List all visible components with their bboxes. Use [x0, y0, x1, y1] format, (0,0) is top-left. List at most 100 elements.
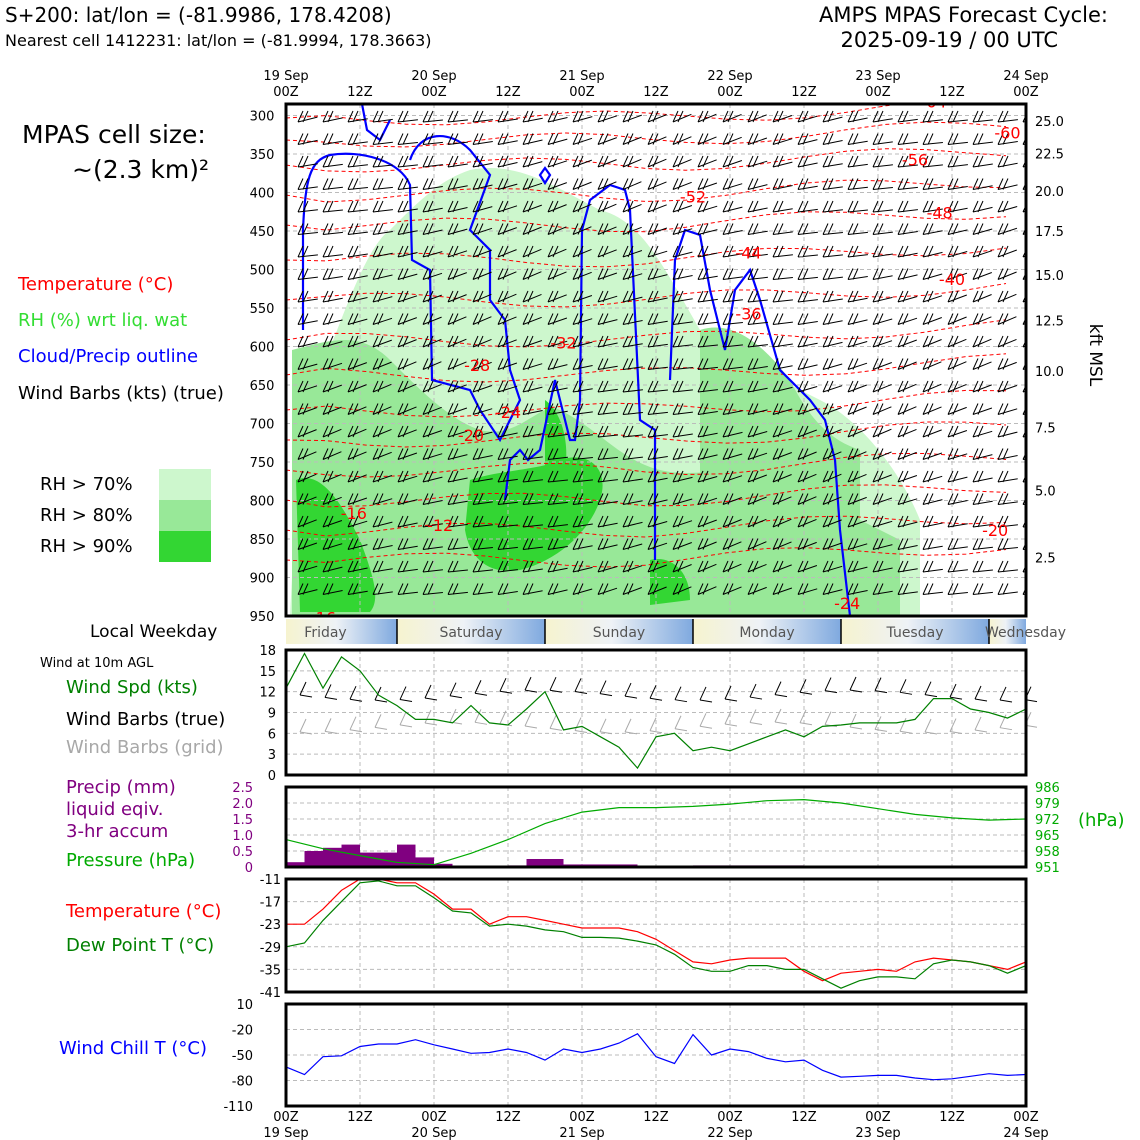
wind-barb — [972, 245, 993, 258]
wind-barb — [372, 133, 393, 145]
wind-barb — [722, 133, 742, 145]
kft-tick-label: 20.0 — [1035, 185, 1064, 200]
wind-barb — [647, 403, 668, 415]
wind-barb — [322, 178, 343, 190]
wind-barb — [822, 425, 842, 438]
wind-barb — [322, 493, 342, 505]
wind-barb — [372, 245, 393, 258]
wind-barb — [847, 335, 868, 348]
wind-speed-label: Wind Spd (kts) — [66, 677, 198, 698]
wind-barbs-grid-label: Wind Barbs (grid) — [66, 737, 224, 758]
wind-barb — [697, 313, 718, 325]
top-hour-label: 00Z — [717, 85, 743, 100]
wind-barb — [597, 448, 618, 460]
temperature-tick-label: -23 — [260, 918, 281, 933]
wind-barb — [922, 245, 943, 258]
wind-barb — [497, 313, 517, 325]
wind-barb — [697, 493, 718, 505]
wind-barb — [472, 380, 493, 393]
wind-barb — [622, 200, 642, 213]
wind-barb — [772, 290, 793, 303]
wind-barb — [522, 470, 543, 483]
wind-barb — [372, 470, 393, 483]
wind-barb — [697, 290, 718, 303]
wind-barb — [897, 583, 918, 595]
wind-barb — [597, 335, 618, 348]
wind-barb-true — [849, 676, 863, 693]
temperature-tick-label: -41 — [260, 986, 281, 1001]
wind-barb — [472, 313, 492, 325]
wind-barb — [422, 560, 443, 573]
wind-barb — [372, 290, 393, 303]
wind-barb — [322, 133, 343, 145]
wind-barb — [922, 515, 943, 528]
wind-barb — [397, 245, 418, 258]
wind-barb — [547, 178, 567, 190]
precip-tick-label: 0 — [245, 861, 253, 876]
wind-barb — [322, 290, 343, 303]
wind-barb — [372, 110, 393, 123]
wind-barb-true — [699, 686, 713, 703]
wind-barb — [772, 133, 793, 145]
wind-barb — [497, 200, 518, 213]
top-date-label: 22 Sep — [707, 69, 752, 84]
wind-barb — [347, 290, 368, 303]
wind-barb — [422, 493, 443, 505]
wind-barb — [997, 155, 1018, 168]
wind-barb — [422, 268, 443, 280]
wind-barb — [447, 380, 467, 393]
wind-barb — [297, 245, 318, 258]
wind-barb — [847, 560, 868, 573]
wind-barb — [472, 470, 493, 483]
wind-speed-tick-label: 0 — [268, 769, 276, 784]
wind-barb-grid — [424, 709, 438, 726]
wind-barb — [522, 493, 543, 505]
wind-barb — [922, 470, 943, 483]
wind-barb — [372, 448, 392, 460]
wind-barb-grid — [799, 709, 813, 726]
wind-barb — [572, 515, 593, 528]
wind-barb-grid — [599, 718, 613, 735]
wind-barb — [572, 583, 593, 595]
top-hour-label: 00Z — [865, 85, 891, 100]
wind-barb — [797, 335, 818, 348]
temperature-contour-label: -20 — [458, 426, 484, 445]
wind-barb — [622, 268, 643, 280]
wind-barb — [522, 178, 543, 190]
wind-barb — [922, 110, 943, 123]
wind-barb-true — [349, 685, 363, 702]
wind-barb — [872, 335, 893, 348]
temperature-contour — [286, 484, 1007, 508]
wind-barb — [672, 223, 693, 235]
wind-barb — [397, 425, 417, 438]
wind-barb — [422, 178, 443, 190]
wind-barb — [722, 583, 742, 595]
wind-barb — [847, 178, 868, 190]
wind-barb — [997, 335, 1017, 348]
wind-barb — [447, 110, 468, 123]
wind-barb — [672, 290, 693, 303]
wind-barb — [297, 560, 318, 573]
wind-barb — [997, 358, 1017, 370]
wind-barb — [972, 268, 992, 280]
wind-barb — [497, 448, 518, 460]
wind-barb — [747, 470, 767, 483]
precip-tick-label: 2.5 — [232, 781, 253, 796]
wind-barb — [722, 290, 743, 303]
wind-barb — [622, 425, 643, 438]
rh-fill-region-6 — [650, 559, 690, 605]
wind-barb — [297, 200, 318, 213]
wind-barb — [422, 155, 443, 168]
wind-barb — [372, 538, 393, 550]
precip-bar — [360, 852, 379, 867]
wind-barb — [947, 515, 968, 528]
wind-barb — [647, 358, 668, 370]
wind-barb — [497, 515, 518, 528]
wind-barb — [897, 313, 918, 325]
wind-barb — [447, 583, 468, 595]
wind-barb — [397, 493, 418, 505]
wind-barb — [472, 403, 493, 415]
wind-barb — [972, 403, 993, 415]
wind-barb — [747, 403, 768, 415]
wind-barb — [972, 425, 993, 438]
